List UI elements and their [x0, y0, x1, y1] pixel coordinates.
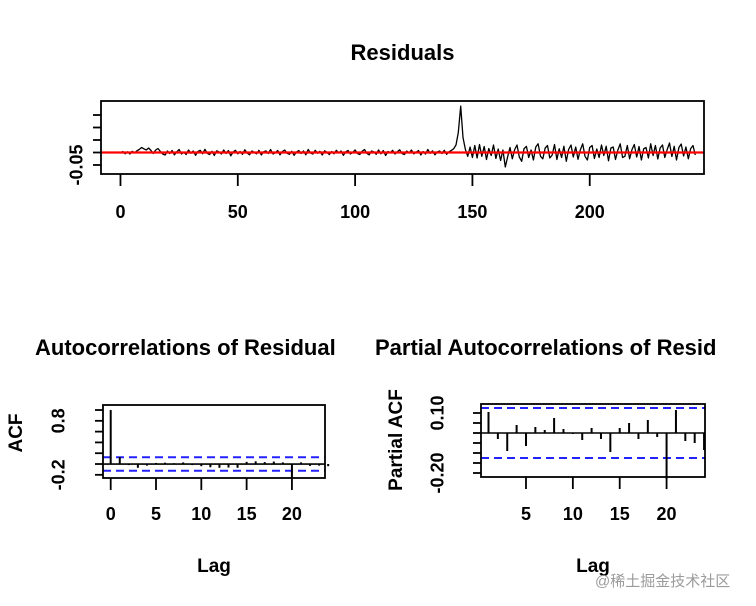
x-axis-tick-label: 200: [575, 202, 605, 222]
acf-plot: 0 5 10 15 20 0.8 -0.2: [48, 404, 330, 524]
x-axis-tick-label: 10: [191, 504, 211, 524]
x-axis-tick-label: 0: [115, 202, 125, 222]
acf-y-axis-label: ACF: [6, 413, 27, 453]
x-axis-tick-label: 0: [106, 504, 116, 524]
y-axis-tick-label: -0.2: [48, 459, 68, 490]
residuals-plot-title: Residuals: [350, 40, 455, 65]
y-axis-tick-label: -0.05: [66, 144, 86, 185]
x-axis-tick-label: 20: [282, 504, 302, 524]
y-axis-tick-label: 0.8: [48, 408, 68, 433]
pacf-y-axis-label: Partial ACF: [386, 389, 407, 491]
plot-box: [102, 404, 326, 479]
plot-box: [100, 100, 705, 175]
pacf-x-axis-label: Lag: [576, 556, 610, 577]
series-line: [120, 105, 696, 168]
plot-box: [480, 403, 706, 478]
watermark-text: @稀土掘金技术社区: [595, 573, 731, 590]
acf-plot-title: Autocorrelations of Residual: [35, 335, 336, 360]
pacf-plot: 5 10 15 20 0.10 -0.20: [427, 395, 706, 524]
x-axis-tick-label: 50: [228, 202, 248, 222]
x-axis-tick-label: 150: [457, 202, 487, 222]
residuals-plot: 0 50 100 150 200 -0.05: [66, 100, 705, 222]
x-axis-tick-label: 10: [563, 504, 583, 524]
y-axis-tick-label: 0.10: [427, 395, 447, 430]
acf-x-axis-label: Lag: [197, 556, 231, 577]
x-axis-tick-label: 5: [151, 504, 161, 524]
x-axis-tick-label: 15: [610, 504, 630, 524]
y-axis-tick-label: -0.20: [427, 452, 447, 493]
x-axis-tick-label: 100: [340, 202, 370, 222]
x-axis-tick-label: 5: [521, 504, 531, 524]
pacf-plot-title: Partial Autocorrelations of Resid: [375, 335, 717, 360]
x-axis-tick-label: 20: [657, 504, 677, 524]
x-axis-tick-label: 15: [237, 504, 257, 524]
